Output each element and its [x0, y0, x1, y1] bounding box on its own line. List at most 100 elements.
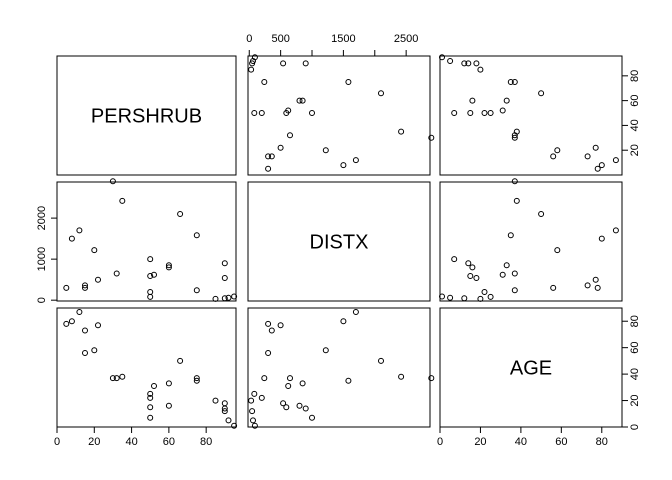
point-distx-vs-pershrub	[193, 287, 200, 294]
point-distx-vs-age	[477, 295, 484, 302]
point-distx-vs-pershrub	[82, 282, 88, 289]
point-pershrub-vs-distx	[428, 134, 435, 141]
x-tick-label-bottom: 80	[596, 436, 608, 448]
panel-frame-age-distx	[247, 307, 431, 428]
point-pershrub-vs-distx	[261, 79, 268, 85]
point-distx-vs-pershrub	[147, 273, 154, 279]
point-age-vs-distx	[302, 405, 309, 412]
point-distx-vs-pershrub	[119, 197, 126, 204]
point-pershrub-vs-age	[612, 157, 619, 164]
y-tick-label-left: 2000	[36, 206, 48, 230]
point-pershrub-vs-distx	[309, 110, 315, 116]
point-pershrub-vs-age	[592, 144, 599, 151]
point-age-vs-distx	[296, 402, 303, 409]
point-age-vs-pershrub	[221, 405, 228, 412]
point-pershrub-vs-distx	[280, 60, 287, 67]
point-distx-vs-pershrub	[221, 295, 228, 302]
point-distx-vs-pershrub	[147, 289, 154, 295]
point-age-vs-distx	[258, 394, 265, 401]
point-distx-vs-age	[503, 262, 510, 269]
point-pershrub-vs-distx	[265, 153, 272, 160]
point-pershrub-vs-distx	[258, 110, 265, 116]
panel-frame-age-pershrub	[56, 307, 237, 428]
point-age-vs-pershrub	[221, 408, 228, 415]
point-age-vs-distx	[287, 375, 293, 382]
point-age-vs-distx	[268, 327, 275, 334]
point-distx-vs-age	[612, 227, 619, 234]
x-tick-label-bottom: 0	[54, 436, 60, 448]
point-age-vs-pershrub	[147, 414, 154, 421]
point-distx-vs-pershrub	[221, 275, 228, 281]
point-distx-vs-pershrub	[91, 247, 98, 254]
point-age-vs-distx	[285, 383, 292, 389]
point-pershrub-vs-distx	[302, 60, 309, 67]
point-age-vs-pershrub	[193, 377, 200, 384]
y-tick-label-right: 40	[629, 368, 641, 380]
y-tick-label-right: 60	[629, 95, 641, 107]
x-tick-label-bottom: 0	[437, 436, 443, 448]
point-age-vs-pershrub	[165, 402, 172, 409]
point-age-vs-distx	[261, 375, 268, 382]
point-age-vs-distx	[299, 380, 306, 387]
point-age-vs-pershrub	[147, 404, 154, 411]
point-age-vs-pershrub	[82, 327, 88, 334]
point-distx-vs-pershrub	[68, 235, 75, 242]
point-distx-vs-age	[513, 197, 520, 204]
point-pershrub-vs-age	[594, 165, 601, 172]
panel-frame-pershrub-pershrub	[56, 55, 237, 176]
point-age-vs-pershrub	[212, 397, 219, 404]
x-tick-label-top: 1500	[331, 33, 355, 45]
point-pershrub-vs-age	[467, 110, 474, 116]
point-age-vs-pershrub	[193, 375, 200, 382]
point-distx-vs-age	[481, 289, 488, 295]
point-pershrub-vs-age	[503, 97, 510, 104]
point-distx-vs-age	[598, 235, 605, 242]
x-tick-label-bottom: 60	[555, 436, 567, 448]
point-distx-vs-age	[538, 211, 545, 217]
point-age-vs-distx	[352, 309, 359, 315]
point-distx-vs-pershrub	[95, 276, 101, 283]
point-age-vs-distx	[428, 375, 435, 382]
point-age-vs-distx	[322, 347, 329, 354]
point-age-vs-distx	[251, 390, 258, 397]
point-pershrub-vs-age	[511, 132, 518, 139]
point-distx-vs-age	[451, 256, 458, 263]
point-distx-vs-age	[469, 264, 476, 271]
variable-label-pershrub: PERSHRUB	[91, 106, 202, 128]
x-tick-label-bottom: 20	[88, 436, 100, 448]
variable-label-distx: DISTX	[310, 232, 369, 254]
y-tick-label-right: 80	[629, 315, 641, 327]
point-distx-vs-pershrub	[82, 284, 88, 291]
point-pershrub-vs-distx	[398, 128, 405, 135]
point-distx-vs-pershrub	[109, 178, 116, 185]
point-age-vs-pershrub	[76, 309, 83, 315]
point-age-vs-distx	[309, 414, 315, 421]
point-age-vs-pershrub	[221, 400, 228, 407]
point-age-vs-pershrub	[68, 318, 75, 325]
point-distx-vs-pershrub	[212, 295, 219, 302]
point-pershrub-vs-distx	[287, 132, 293, 139]
point-age-vs-pershrub	[225, 417, 232, 424]
point-pershrub-vs-distx	[265, 165, 272, 172]
point-distx-vs-age	[592, 276, 599, 283]
point-distx-vs-age	[511, 178, 518, 185]
x-tick-label-top: 0	[246, 33, 252, 45]
point-pershrub-vs-distx	[283, 110, 290, 116]
point-pershrub-vs-distx	[299, 97, 306, 104]
point-pershrub-vs-age	[451, 110, 458, 116]
point-distx-vs-age	[473, 275, 480, 281]
point-pershrub-vs-distx	[352, 157, 359, 164]
x-tick-label-bottom: 20	[474, 436, 486, 448]
point-pershrub-vs-age	[511, 134, 518, 141]
point-pershrub-vs-age	[487, 110, 494, 116]
x-tick-label-top: 500	[271, 33, 289, 45]
point-age-vs-pershrub	[231, 422, 238, 429]
point-age-vs-distx	[283, 404, 290, 411]
y-tick-label-right: 80	[629, 70, 641, 82]
x-tick-label-bottom: 40	[125, 436, 137, 448]
point-age-vs-pershrub	[177, 357, 184, 364]
point-pershrub-vs-distx	[322, 147, 329, 154]
variable-label-age: AGE	[510, 358, 552, 380]
point-age-vs-distx	[277, 322, 284, 329]
x-tick-label-bottom: 60	[163, 436, 175, 448]
